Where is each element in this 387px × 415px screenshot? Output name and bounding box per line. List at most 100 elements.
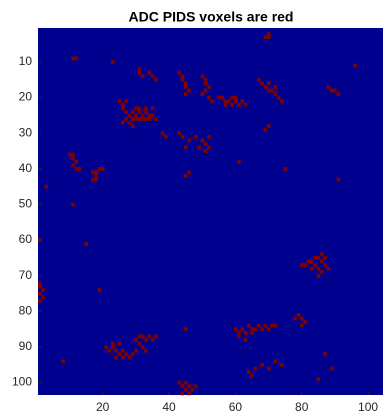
voxel: [193, 384, 198, 389]
voxel: [266, 81, 271, 86]
voxel: [263, 323, 268, 328]
voxel: [203, 77, 208, 82]
voxel: [140, 74, 145, 79]
voxel: [94, 170, 99, 175]
voxel: [200, 74, 205, 79]
voxel: [273, 359, 278, 364]
voxel: [144, 109, 148, 114]
voxel: [266, 88, 271, 93]
voxel: [336, 92, 341, 96]
voxel: [38, 284, 42, 289]
voxel: [38, 280, 42, 285]
voxel: [266, 327, 271, 332]
voxel: [227, 99, 231, 104]
voxel: [134, 348, 138, 353]
voxel: [203, 81, 208, 86]
voxel: [240, 327, 244, 332]
voxel: [77, 166, 82, 171]
voxel: [237, 334, 241, 339]
voxel: [130, 352, 135, 357]
voxel: [183, 380, 188, 385]
voxel: [120, 348, 125, 353]
voxel: [187, 88, 191, 93]
voxel: [200, 92, 205, 96]
voxel: [233, 99, 238, 104]
voxel: [101, 166, 105, 171]
voxel: [223, 99, 228, 104]
voxel: [323, 263, 327, 268]
voxel: [71, 152, 75, 157]
x-tick-label: 60: [229, 400, 243, 414]
voxel: [263, 85, 268, 89]
voxel: [97, 288, 102, 292]
voxel: [110, 341, 115, 346]
voxel: [263, 127, 268, 132]
voxel: [270, 323, 274, 328]
voxel: [203, 142, 208, 146]
voxel: [187, 391, 191, 396]
x-tick-label: 40: [162, 400, 176, 414]
voxel: [180, 74, 185, 79]
x-tick-label: 100: [358, 400, 378, 414]
voxel: [71, 202, 75, 207]
voxel: [293, 316, 298, 321]
voxel: [91, 170, 95, 175]
voxel: [177, 380, 181, 385]
voxel: [84, 241, 89, 246]
voxel: [266, 366, 271, 371]
voxel: [240, 99, 244, 104]
voxel: [333, 88, 337, 93]
voxel: [243, 102, 248, 107]
voxel: [147, 334, 152, 339]
voxel: [150, 113, 155, 118]
voxel: [140, 117, 145, 121]
voxel: [187, 384, 191, 389]
voxel: [326, 266, 331, 271]
voxel: [223, 102, 228, 107]
voxel: [190, 387, 195, 392]
voxel: [137, 106, 142, 111]
voxel: [154, 77, 158, 82]
voxel: [44, 184, 49, 189]
voxel: [140, 334, 145, 339]
voxel: [41, 295, 45, 300]
voxel: [266, 31, 271, 36]
voxel: [253, 327, 258, 332]
y-tick-label: 80: [19, 303, 33, 317]
voxel: [74, 166, 79, 171]
voxel: [134, 113, 138, 118]
voxel: [207, 85, 211, 89]
voxel: [316, 377, 321, 382]
voxel: [137, 109, 142, 114]
y-tick-label: 60: [19, 232, 33, 246]
voxel: [237, 159, 241, 164]
voxel: [180, 134, 185, 139]
y-tick-label: 20: [19, 90, 33, 104]
voxel: [180, 384, 185, 389]
voxel: [164, 134, 168, 139]
voxel: [303, 263, 308, 268]
voxel: [127, 355, 132, 360]
voxel: [233, 95, 238, 100]
voxel: [104, 345, 108, 349]
voxel: [150, 106, 155, 111]
voxel: [210, 99, 215, 104]
voxel: [306, 259, 311, 264]
y-tick-label: 90: [19, 339, 33, 353]
voxel: [183, 387, 188, 392]
y-tick-label: 70: [19, 268, 33, 282]
voxel: [160, 131, 165, 136]
voxel: [256, 77, 261, 82]
voxel: [144, 348, 148, 353]
voxel: [150, 74, 155, 79]
voxel: [137, 341, 142, 346]
voxel: [273, 92, 278, 96]
voxel: [91, 177, 95, 182]
voxel: [270, 88, 274, 93]
x-tick-label: 20: [96, 400, 110, 414]
voxel: [154, 334, 158, 339]
voxel: [107, 348, 112, 353]
voxel: [329, 88, 334, 93]
voxel: [124, 99, 128, 104]
voxel: [117, 352, 122, 357]
